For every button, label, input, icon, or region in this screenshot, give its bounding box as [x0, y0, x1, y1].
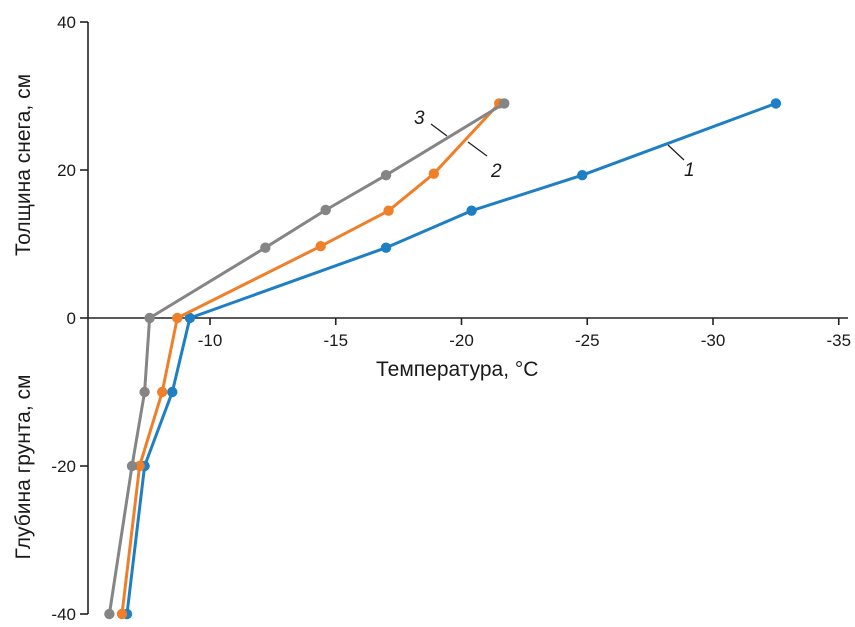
x-tick-label: -25 [575, 331, 600, 350]
series-1-line [125, 101, 777, 615]
series-1-point [380, 242, 392, 253]
y-tick-label: 20 [57, 161, 76, 180]
series-2-leader [467, 141, 488, 157]
x-tick-label: -20 [449, 331, 474, 350]
series-3-point [320, 204, 331, 216]
y-tick-label: 0 [67, 309, 76, 328]
series-3-point [139, 386, 150, 398]
x-tick-label: -15 [323, 331, 348, 350]
series-3-point [144, 312, 155, 324]
series-2-label: 2 [490, 161, 502, 182]
series-2-line [120, 102, 501, 615]
series-3-point [126, 460, 138, 472]
series-3-line [107, 102, 506, 615]
x-tick-label: -10 [198, 331, 223, 350]
series-3-point [260, 242, 271, 253]
series-1-point [466, 205, 477, 216]
x-tick-label: -30 [701, 331, 726, 350]
series-1-point [770, 98, 782, 109]
y-axis-title-top: Толщина снега, см [12, 74, 35, 256]
axes: 40 20 0 -20 -40 -10 -15 -20 -25 -30 -35 [51, 13, 851, 624]
series-2-point [315, 241, 326, 252]
series-3-leader [430, 123, 448, 137]
y-tick-label: -40 [51, 605, 76, 622]
series-3-label: 3 [414, 108, 425, 129]
series-2-point [157, 386, 168, 398]
series-1-point [184, 312, 196, 324]
series-1-leader [667, 144, 685, 161]
series-layer [104, 98, 782, 620]
series-2-point [172, 312, 183, 324]
series-2-point [383, 205, 394, 216]
labels-layer: 1 2 3 [414, 108, 695, 182]
y-tick-label: 40 [57, 13, 76, 32]
series-3-point [104, 608, 115, 620]
series-3-point [499, 98, 510, 109]
y-axis-title-bottom: Глубина грунта, см [12, 375, 35, 560]
y-tick-label: -20 [51, 457, 76, 476]
series-3-point [380, 169, 392, 181]
series-1-label: 1 [684, 160, 695, 181]
series-1-point [167, 386, 178, 398]
series-2-point [134, 460, 145, 472]
x-tick-label: -35 [826, 331, 851, 350]
x-axis-title: Температура, °C [376, 358, 538, 381]
series-1-point [577, 169, 588, 181]
series-2-point [116, 608, 128, 620]
series-2-point [428, 168, 440, 179]
